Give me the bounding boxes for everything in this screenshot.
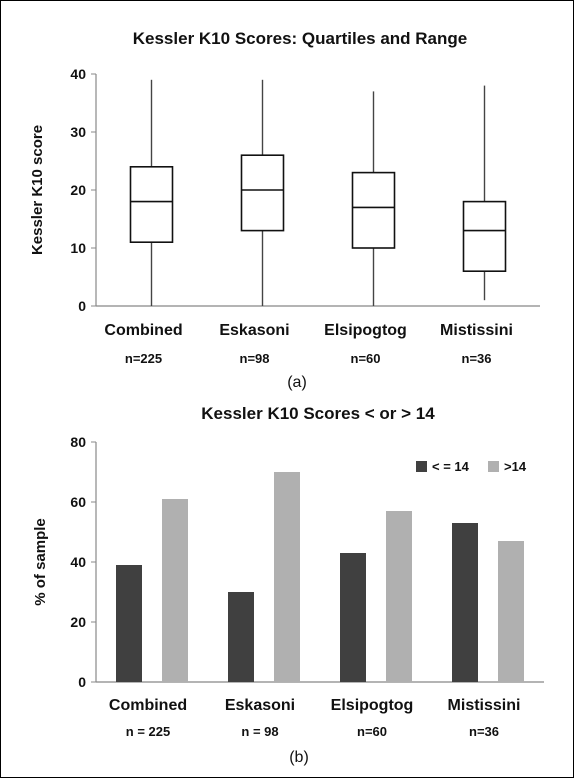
box-plot-category-label: Elsipogtog — [324, 322, 407, 339]
bar-chart-y-tick-label: 40 — [70, 554, 86, 570]
box-plot-y-tick-label: 0 — [78, 298, 86, 314]
box-plot-item — [129, 79, 174, 306]
box-plot-category-label: Eskasoni — [219, 322, 289, 339]
legend-label: < = 14 — [432, 459, 470, 474]
bar-chart-sample-size: n=60 — [357, 724, 387, 739]
bar-chart-y-axis-title: % of sample — [32, 518, 49, 606]
box-iqr-rect — [240, 154, 285, 232]
bar-gt14 — [162, 499, 188, 682]
bar-chart-y-tick-label: 0 — [78, 674, 86, 690]
box-iqr-rect — [462, 200, 507, 273]
bar-chart-legend: < = 14 >14 — [416, 459, 527, 474]
bar-chart-panel: Kessler K10 Scores < or > 14 % of sample… — [32, 404, 544, 766]
bar-gt14 — [274, 472, 300, 682]
bar-chart-sample-size: n=36 — [469, 724, 499, 739]
box-plot-sample-size: n=225 — [125, 351, 162, 366]
bar-le14 — [228, 592, 254, 682]
bar-chart-title: Kessler K10 Scores < or > 14 — [201, 404, 435, 423]
box-plot-item — [351, 91, 396, 306]
bar-chart-sample-size: n = 225 — [126, 724, 170, 739]
bar-le14 — [340, 553, 366, 682]
box-plot-y-tick-label: 10 — [70, 240, 86, 256]
panel-b-label: (b) — [289, 749, 309, 766]
bar-le14 — [452, 523, 478, 682]
box-plot-title: Kessler K10 Scores: Quartiles and Range — [133, 29, 467, 48]
box-iqr-rect — [351, 171, 396, 249]
box-plot-item — [240, 79, 285, 306]
box-iqr-rect — [129, 166, 174, 244]
box-plot-sample-size: n=36 — [462, 351, 492, 366]
panel-a-label: (a) — [287, 374, 307, 391]
bar-chart-sample-size: n = 98 — [241, 724, 278, 739]
box-plot-y-tick-label: 40 — [70, 66, 86, 82]
legend-swatch — [416, 461, 427, 472]
bar-chart-category-label: Eskasoni — [225, 697, 295, 714]
bar-gt14 — [386, 511, 412, 682]
bar-chart-category-label: Mistissini — [448, 697, 521, 714]
bar-chart-y-tick-label: 20 — [70, 614, 86, 630]
box-plot-sample-size: n=60 — [351, 351, 381, 366]
box-plot-category-label: Mistissini — [440, 322, 513, 339]
bar-chart-y-tick-label: 60 — [70, 494, 86, 510]
bar-chart-category-label: Combined — [109, 697, 187, 714]
box-plot-y-tick-label: 30 — [70, 124, 86, 140]
bar-chart-category-label: Elsipogtog — [331, 697, 414, 714]
box-plot-panel: Kessler K10 Scores: Quartiles and Range … — [29, 29, 540, 391]
box-plot-item — [462, 85, 507, 301]
box-plot-y-tick-label: 20 — [70, 182, 86, 198]
box-plot-category-label: Combined — [104, 322, 182, 339]
legend-swatch — [488, 461, 499, 472]
bar-le14 — [116, 565, 142, 682]
box-plot-y-axis-title: Kessler K10 score — [29, 125, 46, 255]
legend-label: >14 — [504, 459, 527, 474]
box-plot-sample-size: n=98 — [240, 351, 270, 366]
bar-gt14 — [498, 541, 524, 682]
bar-chart-y-tick-label: 80 — [70, 434, 86, 450]
